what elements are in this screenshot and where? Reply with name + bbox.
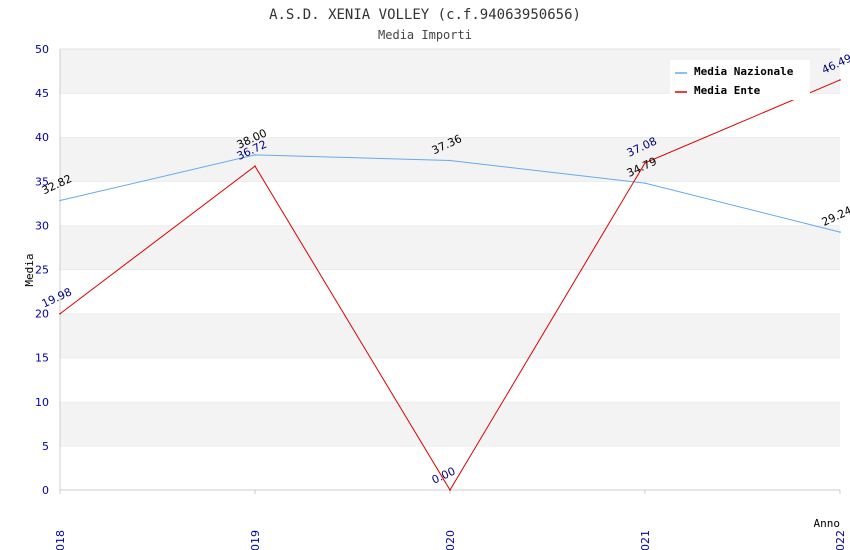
grid-band bbox=[60, 225, 840, 270]
legend-label-media-nazionale: Media Nazionale bbox=[694, 65, 794, 78]
y-tick-label: 40 bbox=[35, 131, 49, 144]
y-tick-label: 20 bbox=[35, 308, 49, 321]
series-layer bbox=[59, 79, 841, 491]
grid-band bbox=[60, 181, 840, 226]
chart-title: A.S.D. XENIA VOLLEY (c.f.94063950656) bbox=[269, 7, 581, 23]
y-tick-labels: 0 5 10 15 20 25 30 35 40 45 50 bbox=[35, 43, 49, 497]
data-point-media-ente bbox=[59, 312, 61, 315]
data-point-media-nazionale bbox=[59, 199, 61, 202]
data-point-media-ente bbox=[839, 79, 841, 81]
x-tick-label: 2020 bbox=[444, 530, 457, 550]
data-point-media-nazionale bbox=[644, 182, 646, 184]
y-tick-label: 0 bbox=[42, 484, 49, 497]
y-tick-label: 5 bbox=[42, 440, 49, 453]
y-tick-label: 30 bbox=[35, 219, 49, 232]
y-tick-label: 45 bbox=[35, 87, 49, 100]
data-point-media-nazionale bbox=[449, 159, 451, 162]
grid-band bbox=[60, 93, 840, 138]
grid-band bbox=[60, 357, 840, 402]
data-point-media-ente bbox=[644, 162, 646, 164]
data-point-media-ente bbox=[254, 165, 256, 167]
y-tick-label: 35 bbox=[35, 175, 49, 188]
legend-box bbox=[670, 60, 810, 100]
legend-label-media-ente: Media Ente bbox=[694, 84, 761, 97]
y-tick-label: 50 bbox=[35, 43, 49, 56]
x-axis-label: Anno bbox=[814, 517, 841, 530]
y-axis-label: Media bbox=[23, 253, 36, 286]
x-tick-label: 2021 bbox=[639, 530, 652, 550]
chart-subtitle: Media Importi bbox=[378, 28, 472, 42]
grid-band bbox=[60, 137, 840, 182]
y-tick-label: 25 bbox=[35, 264, 49, 277]
grid-band bbox=[60, 401, 840, 446]
x-tick-label: 2022 bbox=[834, 530, 847, 550]
legend: Media Nazionale Media Ente bbox=[670, 60, 810, 100]
x-tick-labels: 2018 2019 2020 2021 2022 bbox=[54, 530, 847, 550]
y-tick-label: 15 bbox=[35, 352, 49, 365]
data-point-media-ente bbox=[449, 489, 451, 491]
data-point-media-nazionale bbox=[254, 154, 256, 156]
grid-bands bbox=[60, 48, 840, 490]
grid-band bbox=[60, 313, 840, 358]
x-tick-label: 2019 bbox=[249, 530, 262, 550]
data-point-media-nazionale bbox=[839, 231, 841, 233]
x-tick-label: 2018 bbox=[54, 530, 67, 550]
grid-band bbox=[60, 445, 840, 490]
y-tick-label: 10 bbox=[35, 396, 49, 409]
grid-band bbox=[60, 269, 840, 314]
